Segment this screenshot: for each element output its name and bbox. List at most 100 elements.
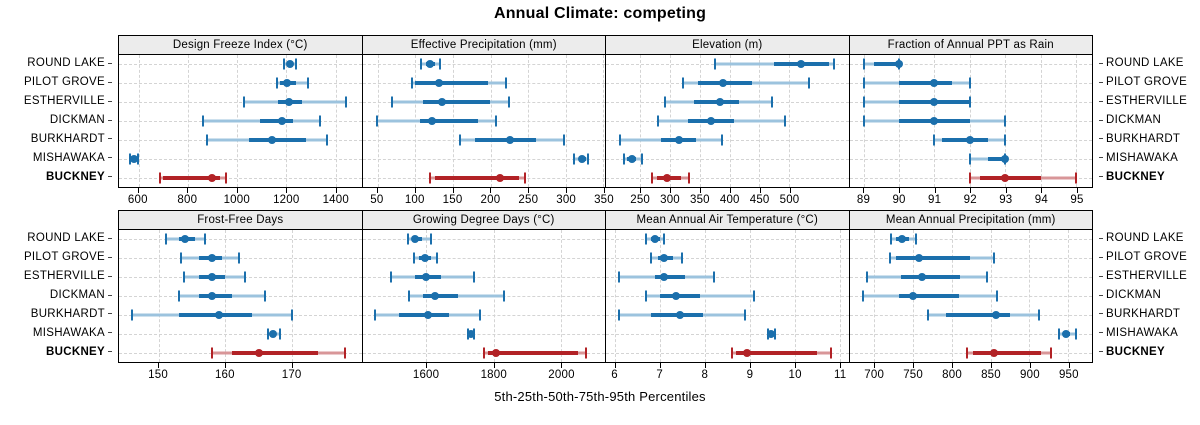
x-tick-label: 700 (864, 369, 885, 381)
horizontal-gridline (119, 177, 362, 179)
median-dot (427, 117, 436, 125)
category-tick-mark (1099, 275, 1103, 277)
whisker-cap-5th (420, 58, 423, 70)
median-dot (208, 292, 216, 300)
x-tick-mark (603, 188, 605, 193)
median-dot (930, 98, 939, 107)
median-dot (277, 117, 286, 125)
row-label: BUCKNEY (1099, 342, 1200, 361)
x-tick-label: 250 (630, 194, 651, 206)
whisker-cap-5th (866, 271, 869, 283)
row-label: BURKHARDT (1099, 304, 1200, 323)
interval-25-75 (259, 119, 293, 123)
panel-strip-title: Growing Degree Days (°C) (361, 211, 606, 229)
x-tick-mark (729, 188, 731, 193)
whisker-cap-5th (890, 233, 893, 245)
whisker-cap-95th (244, 271, 247, 283)
whisker-cap-95th (502, 290, 505, 302)
whisker-cap-5th (389, 271, 392, 283)
x-tick-mark (528, 188, 530, 193)
row-label: ROUND LAKE (0, 229, 112, 248)
whisker-cap-5th (862, 96, 865, 108)
panel-strip-title: Design Freeze Index (°C) (172, 39, 308, 51)
category-tick-mark (1099, 138, 1103, 140)
row-label-text: BURKHARDT (30, 132, 105, 145)
whisker-cap-95th (783, 115, 786, 127)
row-label: MISHAWAKA (1099, 323, 1200, 342)
x-tick-mark (863, 188, 865, 193)
x-tick-label: 800 (177, 194, 198, 206)
median-dot (423, 310, 432, 319)
x-tick-label: 100 (404, 194, 425, 206)
whisker-cap-5th (618, 134, 621, 146)
whisker-cap-5th (645, 233, 648, 245)
x-tick-label: 50 (370, 194, 384, 206)
x-tick-label: 11 (834, 369, 847, 381)
panel-plot (361, 55, 605, 187)
row-label: DICKMAN (0, 111, 112, 130)
panel-plot (848, 230, 1092, 362)
whisker-cap-95th (505, 77, 508, 89)
median-dot (181, 235, 190, 244)
plot-row (119, 55, 1092, 187)
x-tick-mark (749, 363, 751, 368)
interval-25-75 (419, 119, 479, 123)
horizontal-gridline (606, 352, 849, 354)
category-tick-mark (108, 119, 112, 121)
median-dot (660, 273, 669, 282)
whisker-cap-5th (926, 309, 929, 321)
row-label: PILOT GROVE (0, 248, 112, 267)
whisker-cap-95th (1074, 328, 1077, 340)
x-tick-mark (699, 188, 701, 193)
whisker-cap-5th (645, 290, 648, 302)
whisker-cap-5th (283, 58, 286, 70)
whisker-cap-95th (968, 96, 971, 108)
median-dot (284, 98, 293, 107)
strip-row: Frost-Free Days Growing Degree Days (°C) M… (119, 211, 1092, 230)
panel-plot (119, 230, 362, 362)
median-dot (918, 273, 927, 282)
category-tick-mark (108, 275, 112, 277)
x-tick-label: 94 (1034, 194, 1048, 206)
whisker-cap-5th (933, 134, 936, 146)
whisker-cap-95th (712, 271, 715, 283)
whisker-cap-95th (771, 96, 774, 108)
interval-25-75 (423, 294, 458, 298)
whisker-cap-95th (562, 134, 565, 146)
row-label: ESTHERVILLE (1099, 92, 1200, 111)
x-tick-label: 500 (779, 194, 800, 206)
whisker-cap-5th (713, 58, 716, 70)
panel-strip-title: Mean Annual Air Temperature (°C) (605, 211, 849, 229)
whisker-cap-95th (279, 328, 282, 340)
x-tick-label: 95 (1070, 194, 1084, 206)
x-tick-mark (899, 188, 901, 193)
x-tick-mark (990, 363, 992, 368)
category-tick-mark (1099, 176, 1103, 178)
x-tick-label: 150 (442, 194, 463, 206)
category-tick-mark (108, 100, 112, 102)
horizontal-gridline (606, 258, 849, 260)
whisker-cap-5th (651, 172, 654, 184)
median-dot (991, 310, 1000, 319)
whisker-cap-5th (623, 153, 626, 165)
interval-25-75 (659, 294, 701, 298)
x-tick-mark (640, 188, 642, 193)
row-label: BUCKNEY (0, 342, 112, 361)
whisker-cap-5th (373, 309, 376, 321)
median-dot (208, 273, 216, 282)
median-dot (492, 348, 501, 357)
whisker-cap-5th (390, 96, 393, 108)
strip-row: Design Freeze Index (°C) Effective Precip… (119, 36, 1092, 55)
whisker-cap-5th (205, 134, 208, 146)
whisker-cap-95th (681, 252, 684, 264)
row-label-text: BURKHARDT (30, 307, 105, 320)
whisker-cap-5th (573, 153, 576, 165)
x-tick-label: 400 (719, 194, 740, 206)
interval-25-75 (736, 350, 818, 355)
row-label: BUCKNEY (1099, 167, 1200, 186)
whisker-cap-95th (587, 153, 590, 165)
whisker-cap-95th (832, 58, 835, 70)
x-tick-mark (789, 188, 791, 193)
row-label: ROUND LAKE (1099, 54, 1200, 73)
median-dot (282, 79, 291, 88)
